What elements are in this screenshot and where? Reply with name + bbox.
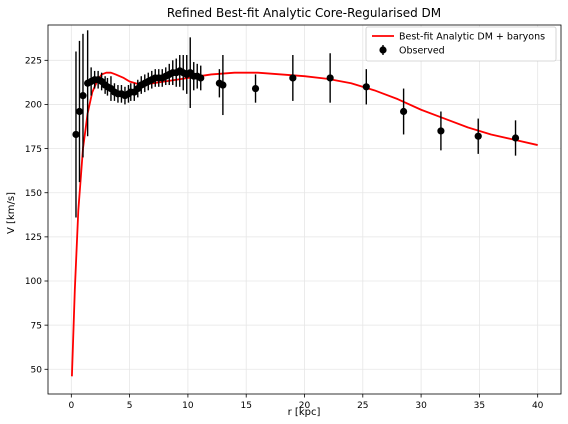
observed-point: [251, 84, 260, 93]
observed-point: [79, 92, 87, 100]
chart-title: Refined Best-fit Analytic Core-Regularis…: [167, 6, 441, 20]
observed-point: [400, 107, 408, 116]
observed-point: [437, 127, 445, 135]
y-tick-label: 50: [31, 365, 43, 375]
y-tick-label: 175: [25, 145, 42, 155]
y-tick-label: 200: [25, 101, 42, 111]
x-tick-label: 0: [68, 401, 74, 411]
y-axis-label: V [km/s]: [6, 192, 17, 234]
observed-point: [362, 83, 370, 91]
observed-point: [289, 74, 297, 82]
legend-observed-marker: [379, 46, 387, 54]
observed-point: [75, 107, 84, 116]
observed-point: [197, 74, 205, 82]
legend: Best-fit Analytic DM + baryons Observed: [365, 26, 557, 62]
axis-ticks: 0 5 10 15 20 25 30 35 40 50 75 100 125 150 175 200 225: [25, 57, 544, 411]
y-tick-label: 150: [25, 189, 42, 199]
x-tick-label: 5: [127, 401, 133, 411]
x-tick-label: 15: [240, 401, 251, 411]
y-tick-label: 75: [31, 321, 42, 331]
x-tick-label: 25: [357, 401, 368, 411]
observed-point: [474, 132, 482, 140]
x-tick-label: 35: [474, 401, 485, 411]
x-axis-label: r [kpc]: [288, 407, 321, 418]
observed-point: [326, 74, 334, 82]
x-tick-label: 10: [182, 401, 194, 411]
y-tick-label: 125: [25, 233, 42, 243]
x-tick-label: 20: [299, 401, 311, 411]
observed-point: [72, 130, 80, 139]
x-tick-label: 40: [532, 401, 544, 411]
x-tick-label: 30: [415, 401, 427, 411]
observed-point: [219, 81, 227, 89]
legend-observed-label: Observed: [399, 46, 445, 57]
observed-point: [511, 134, 520, 142]
plot-series: [71, 30, 538, 377]
legend-model-label: Best-fit Analytic DM + baryons: [399, 32, 545, 43]
y-tick-label: 100: [25, 277, 42, 287]
legend-box: [365, 26, 557, 62]
y-tick-label: 225: [25, 57, 42, 67]
model-curve: [71, 71, 538, 377]
